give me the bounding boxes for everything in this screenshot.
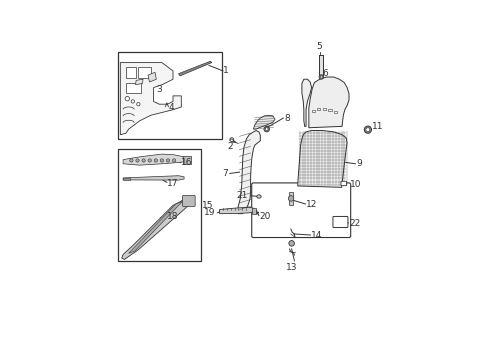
Circle shape	[288, 196, 293, 201]
Polygon shape	[308, 77, 348, 128]
Text: 9: 9	[355, 159, 361, 168]
Text: 5: 5	[316, 42, 322, 51]
Circle shape	[160, 159, 163, 162]
Bar	[311, 110, 314, 112]
Bar	[117, 149, 200, 261]
Ellipse shape	[256, 195, 261, 198]
Text: 2: 2	[227, 142, 232, 151]
Text: 13: 13	[286, 263, 297, 272]
FancyBboxPatch shape	[332, 216, 347, 228]
Polygon shape	[301, 79, 311, 126]
Circle shape	[148, 159, 151, 162]
Bar	[327, 109, 331, 111]
Polygon shape	[122, 197, 193, 260]
Text: 14: 14	[310, 230, 322, 239]
Polygon shape	[128, 201, 183, 253]
FancyBboxPatch shape	[251, 183, 350, 238]
Circle shape	[136, 159, 139, 162]
Bar	[333, 111, 336, 113]
Text: 17: 17	[167, 179, 179, 188]
Text: 8: 8	[284, 113, 289, 122]
Text: 1: 1	[223, 66, 229, 75]
Text: 6: 6	[322, 69, 328, 78]
Text: 19: 19	[203, 208, 215, 217]
Polygon shape	[120, 63, 181, 135]
Circle shape	[172, 159, 175, 162]
Circle shape	[265, 128, 267, 131]
Text: 3: 3	[156, 85, 162, 94]
Polygon shape	[219, 207, 253, 214]
Polygon shape	[297, 131, 346, 187]
Text: 22: 22	[348, 219, 360, 228]
Polygon shape	[178, 61, 211, 76]
Text: 12: 12	[305, 200, 317, 209]
FancyBboxPatch shape	[182, 195, 195, 207]
Circle shape	[365, 128, 369, 132]
Bar	[183, 156, 191, 164]
Bar	[322, 108, 325, 110]
Bar	[317, 108, 320, 110]
Circle shape	[229, 138, 233, 141]
Text: 15: 15	[202, 201, 213, 210]
Polygon shape	[123, 176, 183, 180]
Text: 18: 18	[166, 212, 178, 221]
Bar	[117, 51, 221, 139]
Text: 10: 10	[350, 180, 361, 189]
Circle shape	[154, 159, 157, 162]
Bar	[251, 208, 256, 214]
Polygon shape	[318, 55, 322, 75]
Polygon shape	[148, 72, 156, 82]
Circle shape	[137, 103, 140, 106]
Circle shape	[129, 159, 133, 162]
Circle shape	[125, 96, 129, 101]
Bar	[289, 192, 292, 205]
Text: 20: 20	[259, 212, 270, 221]
Circle shape	[264, 126, 269, 132]
Text: 4: 4	[168, 103, 174, 112]
Circle shape	[364, 126, 371, 133]
Bar	[123, 177, 130, 180]
Circle shape	[288, 240, 294, 246]
Polygon shape	[238, 131, 260, 214]
Bar	[125, 67, 135, 78]
Polygon shape	[135, 79, 143, 85]
FancyArrowPatch shape	[232, 140, 235, 143]
Text: 11: 11	[371, 122, 383, 131]
Polygon shape	[123, 154, 186, 165]
Circle shape	[166, 159, 169, 162]
Circle shape	[319, 75, 323, 79]
Text: 7: 7	[222, 169, 227, 178]
Bar	[125, 84, 141, 93]
Circle shape	[320, 76, 322, 78]
Bar	[138, 67, 150, 78]
Text: 16: 16	[181, 158, 192, 167]
Circle shape	[131, 100, 134, 103]
FancyBboxPatch shape	[340, 181, 346, 186]
Text: 21: 21	[236, 191, 247, 200]
Circle shape	[142, 159, 145, 162]
Polygon shape	[253, 115, 274, 129]
